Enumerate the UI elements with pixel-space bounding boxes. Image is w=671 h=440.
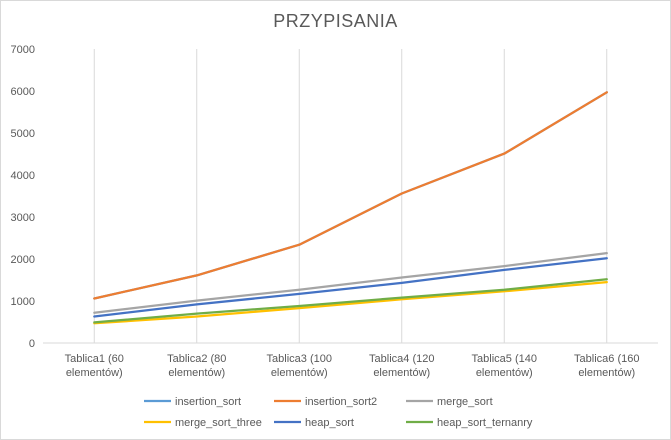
y-tick-label: 5000 [11,128,35,140]
x-tick-label: Tablica3 (100 elementów) [267,353,332,379]
x-tick-label: Tablica6 (160 elementów) [574,353,639,379]
series-line-heap_sort_ternanry [93,278,608,324]
x-tick-label: Tablica1 (60 elementów) [65,353,124,379]
series-line-insertion_sort2 [93,91,608,300]
x-tick-label: Tablica2 (80 elementów) [167,353,226,379]
series-line-heap_sort [93,257,608,318]
legend-label: heap_sort_ternanry [437,417,533,429]
chart-title: PRZYPISANIA [273,11,398,31]
legend-label: merge_sort_three [175,417,262,429]
legend-label: heap_sort [305,417,354,429]
series-line-merge_sort_three [93,280,608,325]
y-tick-label: 7000 [11,44,35,56]
legend-label: insertion_sort [175,396,241,408]
x-tick-label: Tablica4 (120 elementów) [369,353,434,379]
legend-label: insertion_sort2 [305,396,377,408]
y-tick-label: 2000 [11,254,35,266]
y-tick-label: 0 [29,338,35,350]
y-tick-label: 4000 [11,170,35,182]
legend-label: merge_sort [437,396,493,408]
x-tick-label: Tablica5 (140 elementów) [472,353,537,379]
y-tick-label: 3000 [11,212,35,224]
y-tick-label: 6000 [11,86,35,98]
series-line-merge_sort [93,251,608,314]
y-tick-label: 1000 [11,296,35,308]
